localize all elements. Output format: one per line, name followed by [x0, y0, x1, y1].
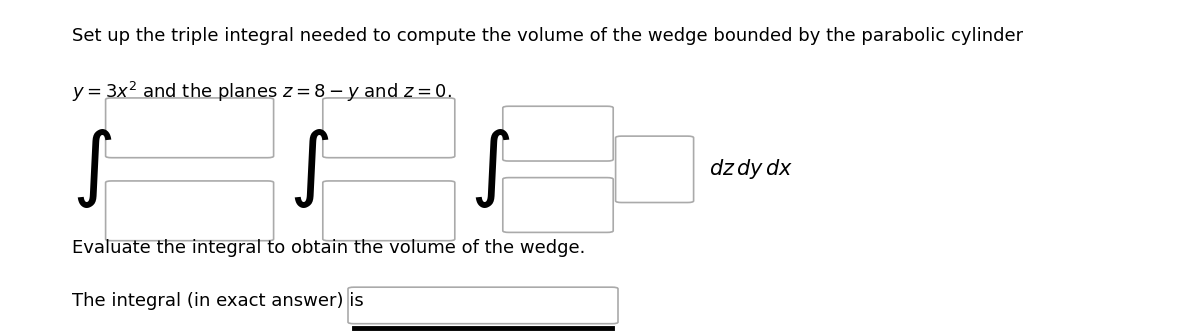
Text: $\int$: $\int$ [72, 128, 113, 210]
Text: Set up the triple integral needed to compute the volume of the wedge bounded by : Set up the triple integral needed to com… [72, 27, 1024, 44]
Text: The integral (in exact answer) is: The integral (in exact answer) is [72, 292, 364, 310]
Text: $\int$: $\int$ [470, 128, 511, 210]
Text: $\int$: $\int$ [289, 128, 330, 210]
Text: $dz\,dy\,dx$: $dz\,dy\,dx$ [709, 157, 793, 181]
Text: Evaluate the integral to obtain the volume of the wedge.: Evaluate the integral to obtain the volu… [72, 239, 586, 257]
Text: $y = 3x^2$ and the planes $z = 8 - y$ and $z = 0.$: $y = 3x^2$ and the planes $z = 8 - y$ an… [72, 80, 452, 104]
